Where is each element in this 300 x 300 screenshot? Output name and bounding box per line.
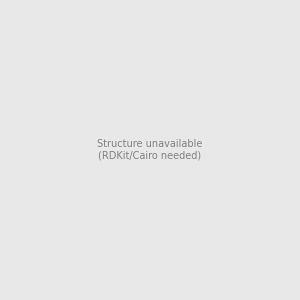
Text: Structure unavailable
(RDKit/Cairo needed): Structure unavailable (RDKit/Cairo neede… [97,139,203,161]
